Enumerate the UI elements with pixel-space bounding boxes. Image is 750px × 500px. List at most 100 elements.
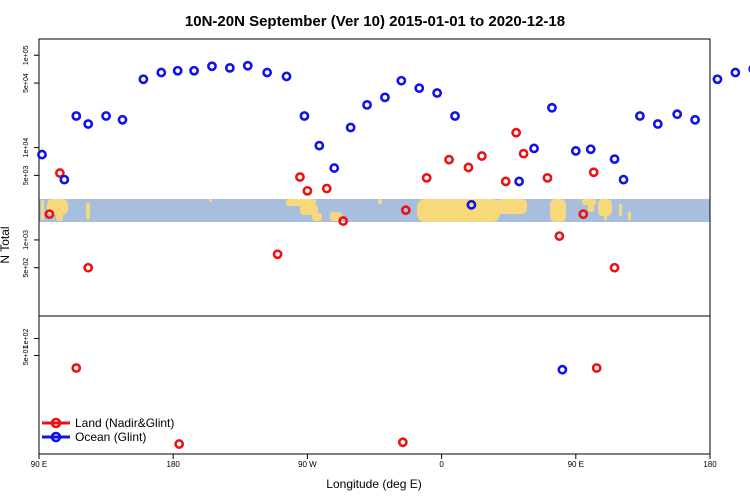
land-point — [44, 209, 55, 220]
ocean-point — [585, 144, 596, 155]
y-tick-label: 5e+01 — [23, 346, 30, 366]
ocean-point — [59, 174, 70, 185]
x-axis-label: Longitude (deg E) — [326, 477, 421, 491]
ocean-point — [547, 102, 557, 113]
land-point — [421, 172, 432, 183]
ocean-point — [712, 74, 723, 85]
ocean-point — [609, 154, 620, 165]
land-point — [591, 363, 602, 373]
y-tick-label: 1e+03 — [23, 230, 30, 250]
land-point — [511, 127, 522, 138]
ocean-point — [71, 111, 82, 121]
ocean-point — [432, 88, 443, 98]
land-point — [321, 183, 332, 194]
legend: Land (Nadir&Glint) Ocean (Glint) — [42, 416, 174, 444]
x-tick-label: 90 E — [568, 460, 584, 469]
map-land — [86, 203, 90, 219]
y-tick-label: 1e+04 — [23, 138, 30, 158]
land-point — [500, 176, 511, 187]
land-point — [518, 148, 529, 159]
ocean-point — [314, 140, 325, 151]
ocean-point — [281, 71, 292, 82]
ocean-point — [37, 149, 47, 160]
ocean-point — [672, 109, 683, 120]
map-land — [209, 199, 212, 202]
ocean-point — [635, 111, 645, 121]
y-tick-label: 1e+02 — [23, 329, 30, 349]
land-point — [578, 209, 589, 220]
map-land — [56, 214, 63, 221]
legend-ocean-label: Ocean (Glint) — [75, 430, 146, 444]
ocean-point — [138, 74, 149, 85]
map-land — [582, 199, 596, 205]
land-point — [272, 249, 283, 260]
y-tick-label: 5e+04 — [23, 73, 30, 93]
ocean-point — [570, 146, 581, 156]
ocean-point — [345, 122, 356, 133]
ocean-point — [652, 119, 663, 129]
ocean-point — [450, 111, 460, 121]
land-point — [542, 172, 553, 183]
land-point — [554, 231, 565, 242]
ocean-point — [414, 83, 425, 94]
x-tick-label: 90 E — [31, 460, 47, 469]
map-land — [619, 204, 622, 216]
lower-panel-frame — [38, 315, 711, 455]
y-tick-label: 5e+02 — [23, 258, 30, 278]
map-land — [550, 199, 566, 222]
ocean-point — [362, 99, 372, 110]
y-tick-label: 1e+05 — [23, 45, 30, 65]
map-land — [628, 212, 631, 220]
land-point — [71, 363, 82, 373]
ocean-point — [466, 199, 477, 210]
ocean-point — [207, 61, 217, 72]
map-land — [47, 199, 68, 215]
map-land — [378, 199, 382, 204]
land-point — [302, 185, 313, 196]
legend-ocean-marker — [50, 431, 62, 443]
map-land — [588, 204, 594, 212]
land-point — [295, 172, 305, 182]
legend-land-marker — [50, 417, 62, 429]
legend-land-label: Land (Nadir&Glint) — [75, 416, 174, 430]
world-map-strip — [39, 199, 710, 222]
land-point — [174, 439, 185, 449]
map-ocean-band — [39, 199, 710, 222]
y-tick-label: 5e+03 — [23, 165, 30, 185]
ocean-point — [690, 114, 700, 125]
ocean-point — [529, 143, 539, 154]
chart-title: 10N-20N September (Ver 10) 2015-01-01 to… — [185, 13, 565, 30]
land-point — [397, 437, 408, 448]
land-point — [338, 216, 349, 226]
x-tick-label: 0 — [439, 460, 444, 469]
land-point — [609, 262, 620, 273]
land-point — [83, 262, 94, 273]
land-point — [400, 205, 411, 216]
ocean-point — [299, 111, 310, 121]
ocean-point — [730, 67, 741, 78]
ocean-point — [396, 75, 407, 86]
map-land — [598, 199, 612, 216]
map-land — [496, 199, 527, 214]
x-tick-label: 180 — [703, 460, 717, 469]
data-points — [37, 60, 750, 449]
land-point — [54, 168, 65, 178]
ocean-point — [557, 364, 568, 375]
ocean-point — [224, 62, 235, 73]
map-land — [300, 205, 318, 215]
map-land — [286, 199, 316, 206]
ocean-point — [329, 163, 340, 173]
ocean-point — [189, 65, 199, 76]
ocean-point — [83, 119, 94, 129]
ocean-point — [380, 92, 390, 103]
ocean-point — [618, 174, 629, 185]
ocean-point — [262, 67, 273, 78]
land-point — [588, 167, 599, 178]
land-point — [476, 151, 487, 161]
ocean-point — [156, 67, 167, 78]
ocean-point — [172, 65, 183, 76]
y-axis-upper: 5e+02 1e+03 5e+03 1e+04 5e+04 1e+05 — [23, 45, 39, 278]
y-axis-label: N Total — [0, 226, 12, 263]
land-point — [463, 162, 474, 173]
